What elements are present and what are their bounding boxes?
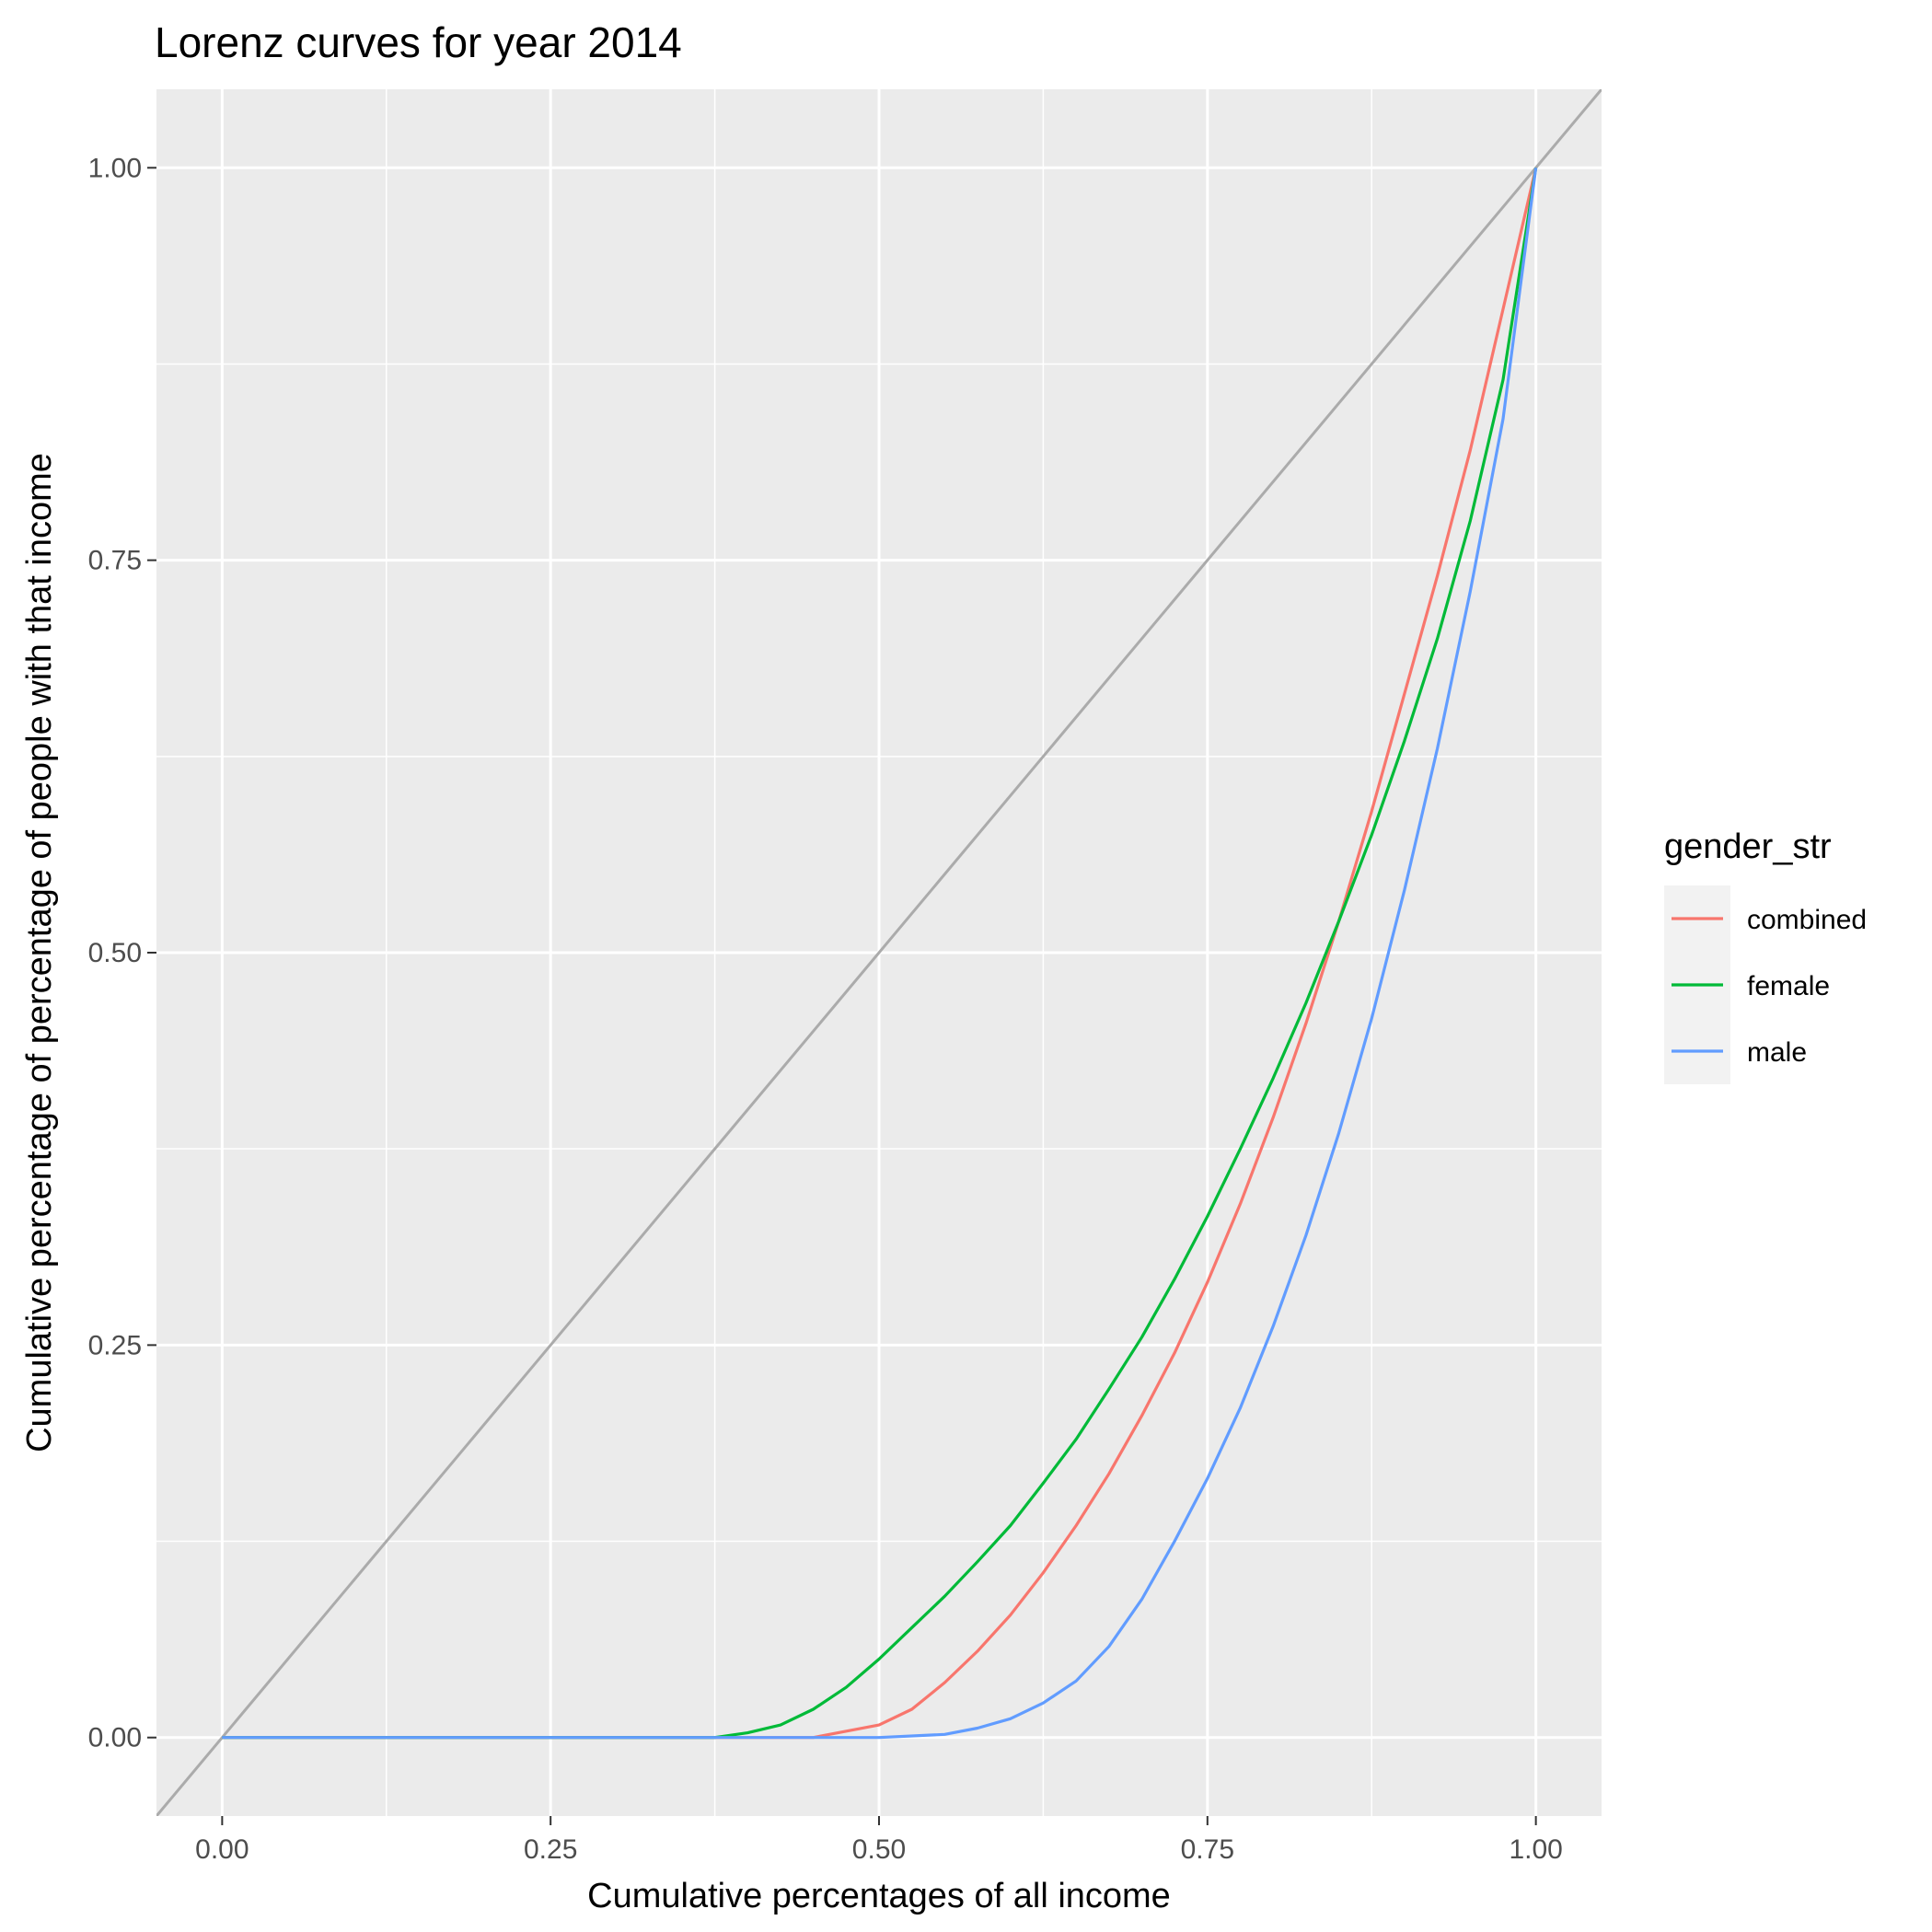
- series-line-female: [222, 168, 1538, 1740]
- legend-items: combined female male: [1664, 885, 1867, 1084]
- legend: gender_str combined female male: [1664, 827, 1867, 1084]
- x-axis-label: Cumulative percentages of all income: [587, 1877, 1171, 1915]
- series-line-combined: [222, 167, 1538, 1740]
- chart-title: Lorenz curves for year 2014: [155, 18, 682, 66]
- x-tick-label: 0.50: [852, 1834, 906, 1865]
- series-line-male: [222, 168, 1538, 1740]
- equality-reference-line: [156, 89, 1602, 1816]
- legend-label-combined: combined: [1747, 905, 1867, 935]
- x-tick-label: 1.00: [1509, 1834, 1562, 1865]
- y-axis-label: Cumulative percentage of percentage of p…: [20, 453, 59, 1452]
- series-lines: [222, 167, 1538, 1740]
- y-tick-label: 0.75: [88, 546, 142, 576]
- x-axis-ticks: 0.00 0.25 0.50 0.75 1.00: [195, 1816, 1563, 1865]
- x-tick-label: 0.25: [524, 1834, 577, 1865]
- y-tick-label: 0.00: [88, 1723, 142, 1753]
- x-tick-label: 0.75: [1181, 1834, 1234, 1865]
- legend-title: gender_str: [1664, 827, 1832, 866]
- x-tick-label: 0.00: [195, 1834, 249, 1865]
- y-tick-label: 1.00: [88, 153, 142, 183]
- y-tick-label: 0.25: [88, 1330, 142, 1360]
- y-tick-label: 0.50: [88, 938, 142, 968]
- y-axis-ticks: 0.00 0.25 0.50 0.75 1.00: [88, 153, 156, 1753]
- legend-label-male: male: [1747, 1037, 1807, 1068]
- legend-label-female: female: [1747, 971, 1830, 1001]
